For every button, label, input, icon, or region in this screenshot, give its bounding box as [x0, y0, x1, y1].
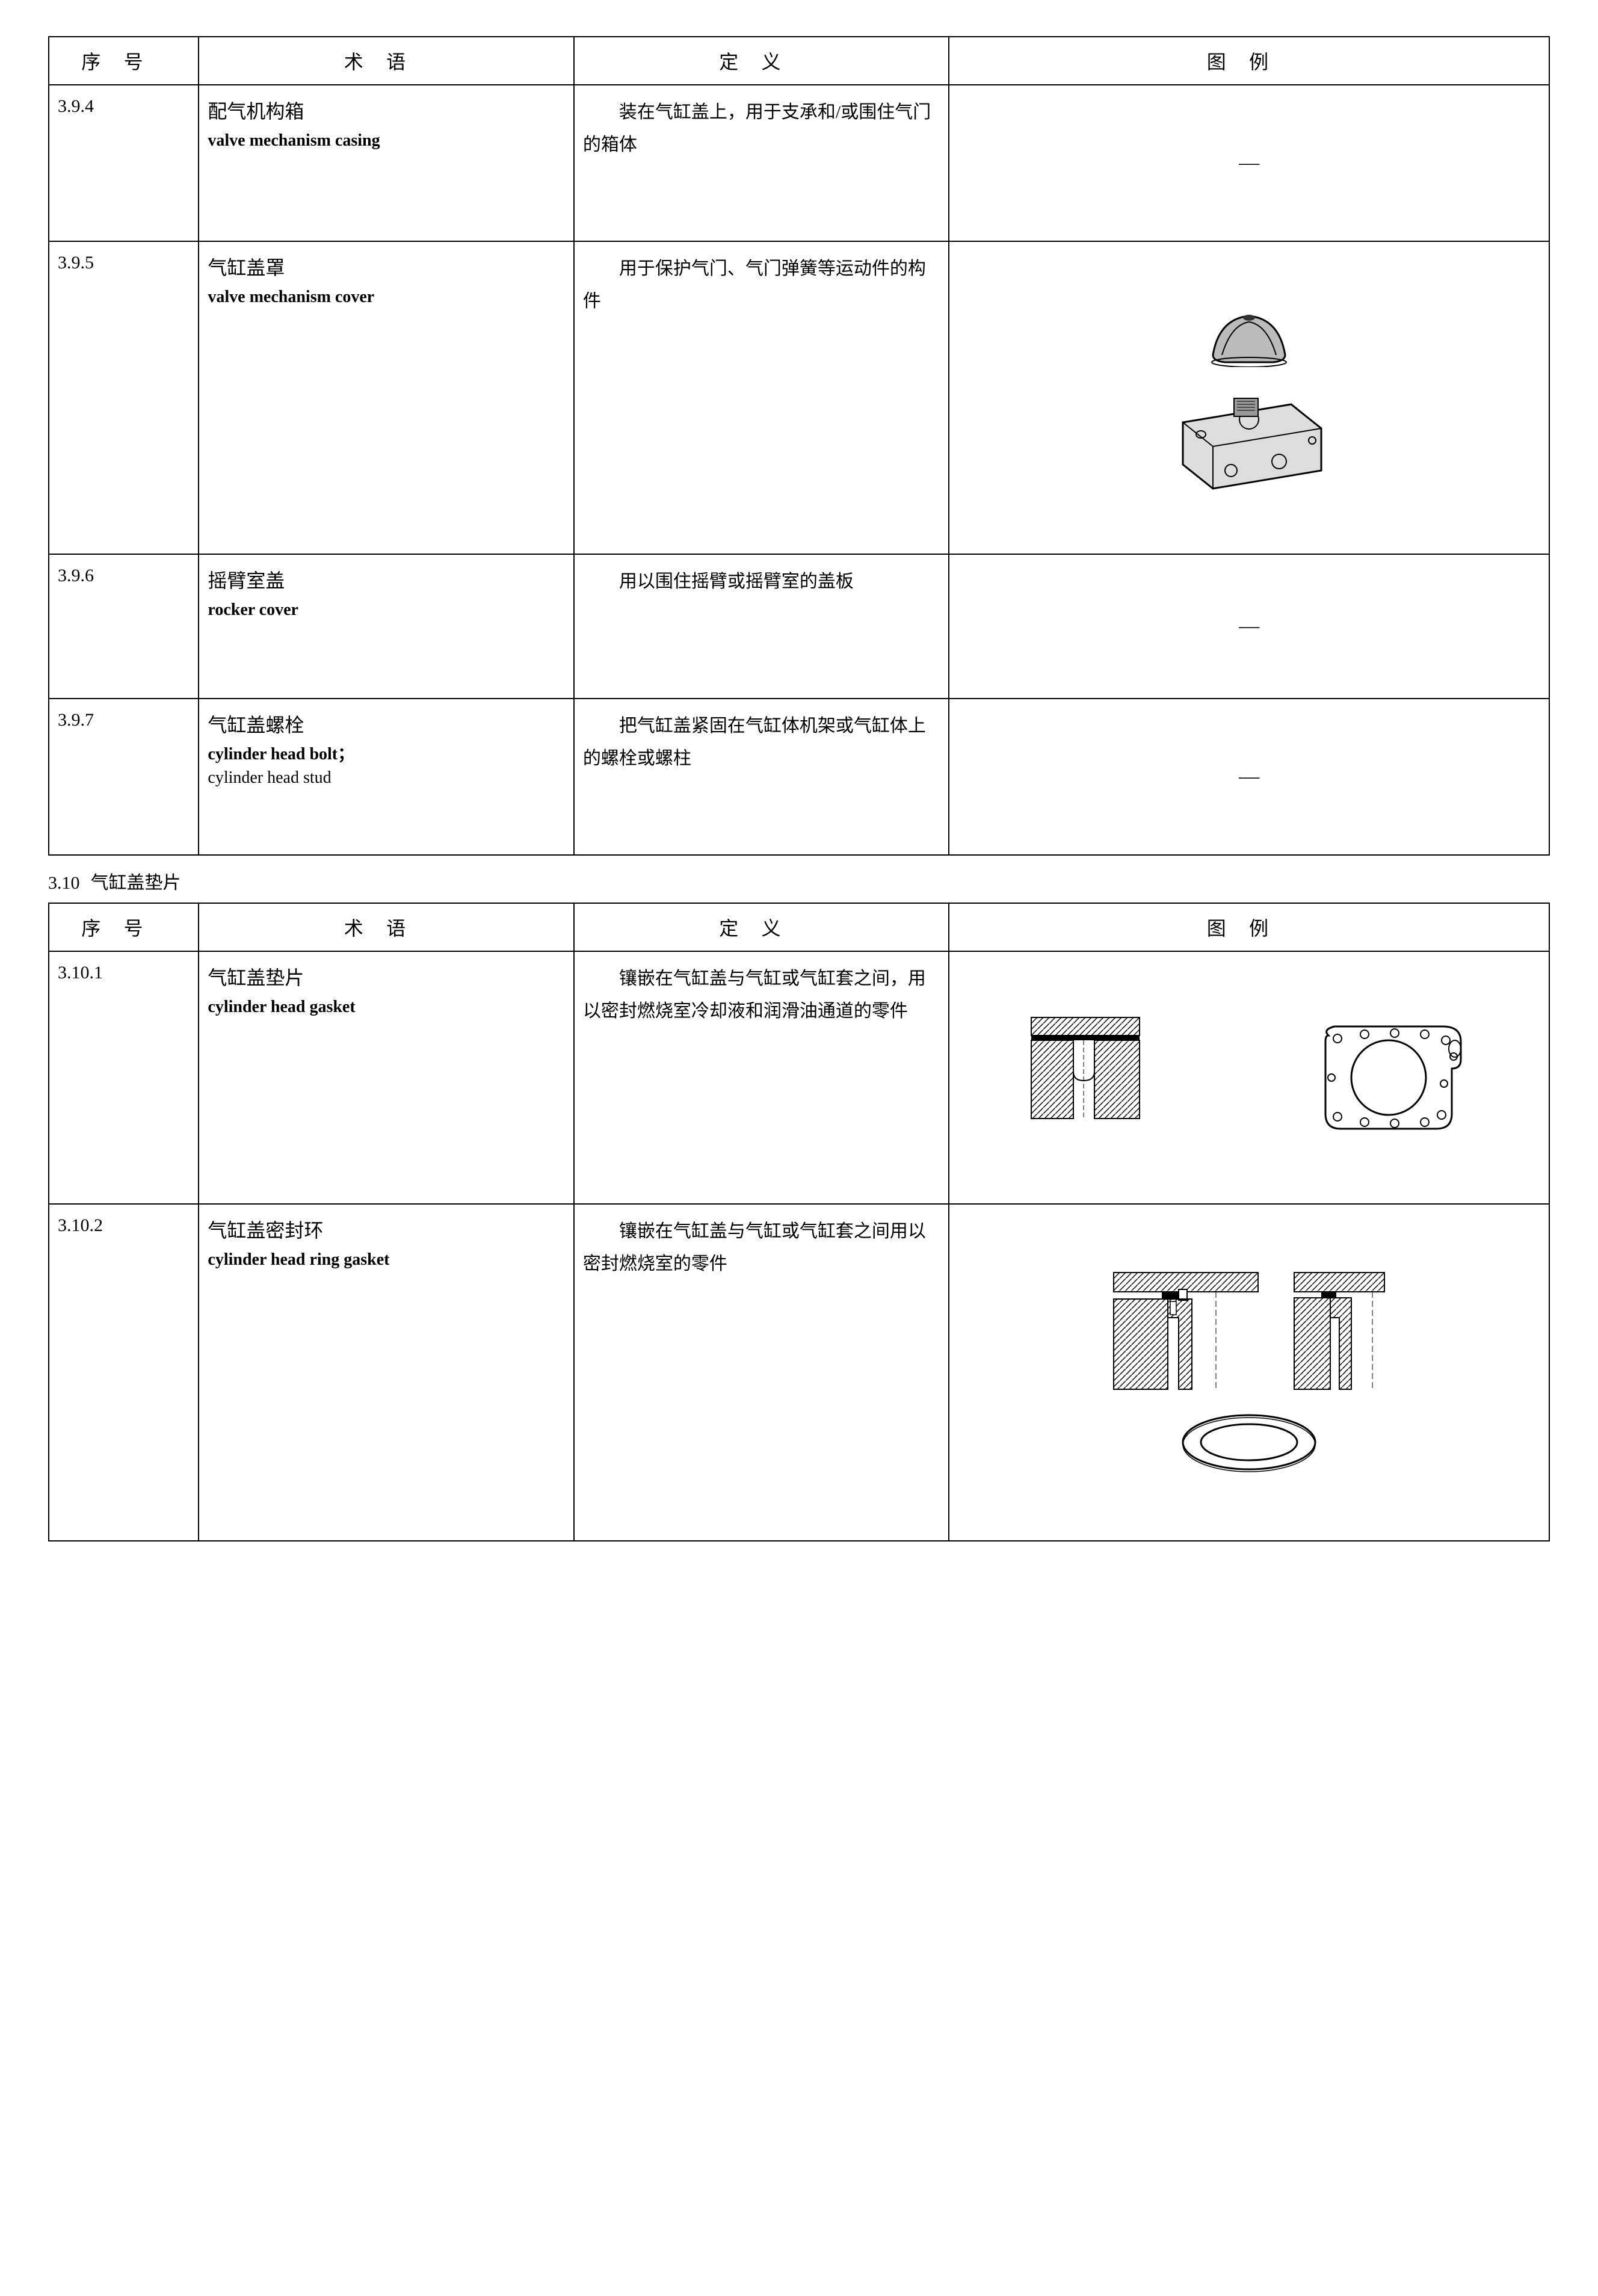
- term-en: valve mechanism casing: [208, 129, 565, 152]
- term-cell: 气缸盖垫片 cylinder head gasket: [199, 951, 574, 1204]
- term-cell: 气缸盖罩 valve mechanism cover: [199, 241, 574, 554]
- header-fig: 图例: [949, 903, 1549, 951]
- term-cn: 气缸盖密封环: [208, 1215, 565, 1243]
- term-en: cylinder head gasket: [208, 995, 565, 1019]
- fig-cell: [949, 241, 1549, 554]
- term-en: cylinder head ring gasket: [208, 1248, 565, 1271]
- definition-text: 用于保护气门、气门弹簧等运动件的构件: [583, 253, 940, 318]
- terms-table-1: 序号 术语 定义 图例 3.9.4 配气机构箱 valve mechanism …: [48, 36, 1550, 856]
- fig-cell: [949, 1204, 1549, 1541]
- header-term: 术语: [199, 903, 574, 951]
- header-seq: 序号: [49, 903, 199, 951]
- header-def: 定义: [574, 903, 949, 951]
- dash-icon: —: [1239, 615, 1259, 637]
- term-en-2: cylinder head stud: [208, 766, 565, 789]
- dash-icon: —: [1239, 765, 1259, 788]
- seq-cell: 3.10.2: [49, 1204, 199, 1541]
- table-row: 3.9.6 摇臂室盖 rocker cover 用以围住摇臂或摇臂室的盖板 —: [49, 554, 1549, 699]
- term-en: valve mechanism cover: [208, 285, 565, 309]
- table-row: 3.10.1 气缸盖垫片 cylinder head gasket 镶嵌在气缸盖…: [49, 951, 1549, 1204]
- cylinder-head-icon: [1159, 374, 1339, 495]
- valve-cover-icon: [1189, 301, 1309, 367]
- table-row: 3.9.5 气缸盖罩 valve mechanism cover 用于保护气门、…: [49, 241, 1549, 554]
- table-row: 3.9.7 气缸盖螺栓 cylinder head bolt； cylinder…: [49, 699, 1549, 855]
- header-seq: 序号: [49, 37, 199, 85]
- definition-text: 把气缸盖紧固在气缸体机架或气缸体上的螺栓或螺柱: [583, 710, 940, 775]
- section-number: 3.10: [48, 873, 80, 893]
- table-row: 3.9.4 配气机构箱 valve mechanism casing 装在气缸盖…: [49, 85, 1549, 241]
- table-header-row: 序号 术语 定义 图例: [49, 903, 1549, 951]
- table-header-row: 序号 术语 定义 图例: [49, 37, 1549, 85]
- definition-text: 镶嵌在气缸盖与气缸或气缸套之间，用以密封燃烧室冷却液和润滑油通道的零件: [583, 963, 940, 1028]
- header-def: 定义: [574, 37, 949, 85]
- ring-section-1-icon: [1108, 1267, 1264, 1399]
- seq-cell: 3.9.7: [49, 699, 199, 855]
- ring-top-icon: [1171, 1406, 1327, 1478]
- definition-text: 镶嵌在气缸盖与气缸或气缸套之间用以密封燃烧室的零件: [583, 1215, 940, 1280]
- term-en: cylinder head bolt；: [208, 742, 565, 766]
- gasket-top-icon: [1304, 1011, 1473, 1144]
- def-cell: 装在气缸盖上，用于支承和/或围住气门的箱体: [574, 85, 949, 241]
- def-cell: 用于保护气门、气门弹簧等运动件的构件: [574, 241, 949, 554]
- section-title: 气缸盖垫片: [91, 873, 181, 893]
- term-cn: 气缸盖罩: [208, 253, 565, 280]
- def-cell: 镶嵌在气缸盖与气缸或气缸套之间用以密封燃烧室的零件: [574, 1204, 949, 1541]
- term-cn: 气缸盖垫片: [208, 963, 565, 990]
- term-en: rocker cover: [208, 598, 565, 622]
- term-cell: 气缸盖密封环 cylinder head ring gasket: [199, 1204, 574, 1541]
- term-cn: 摇臂室盖: [208, 566, 565, 593]
- seq-cell: 3.9.4: [49, 85, 199, 241]
- terms-table-2: 序号 术语 定义 图例 3.10.1 气缸盖垫片 cylinder head g…: [48, 903, 1550, 1541]
- term-cn: 气缸盖螺栓: [208, 710, 565, 738]
- term-cell: 摇臂室盖 rocker cover: [199, 554, 574, 699]
- fig-cell: —: [949, 85, 1549, 241]
- header-term: 术语: [199, 37, 574, 85]
- seq-cell: 3.9.6: [49, 554, 199, 699]
- def-cell: 用以围住摇臂或摇臂室的盖板: [574, 554, 949, 699]
- dash-icon: —: [1239, 152, 1259, 174]
- definition-text: 装在气缸盖上，用于支承和/或围住气门的箱体: [583, 96, 940, 161]
- def-cell: 把气缸盖紧固在气缸体机架或气缸体上的螺栓或螺柱: [574, 699, 949, 855]
- definition-text: 用以围住摇臂或摇臂室的盖板: [583, 566, 940, 598]
- term-cell: 气缸盖螺栓 cylinder head bolt； cylinder head …: [199, 699, 574, 855]
- fig-cell: —: [949, 554, 1549, 699]
- gasket-section-icon: [1025, 1011, 1146, 1132]
- term-cell: 配气机构箱 valve mechanism casing: [199, 85, 574, 241]
- fig-cell: —: [949, 699, 1549, 855]
- ring-section-2-icon: [1288, 1267, 1390, 1399]
- seq-cell: 3.9.5: [49, 241, 199, 554]
- def-cell: 镶嵌在气缸盖与气缸或气缸套之间，用以密封燃烧室冷却液和润滑油通道的零件: [574, 951, 949, 1204]
- seq-cell: 3.10.1: [49, 951, 199, 1204]
- table-row: 3.10.2 气缸盖密封环 cylinder head ring gasket …: [49, 1204, 1549, 1541]
- section-heading: 3.10 气缸盖垫片: [48, 868, 1550, 894]
- header-fig: 图例: [949, 37, 1549, 85]
- term-cn: 配气机构箱: [208, 96, 565, 124]
- fig-cell: [949, 951, 1549, 1204]
